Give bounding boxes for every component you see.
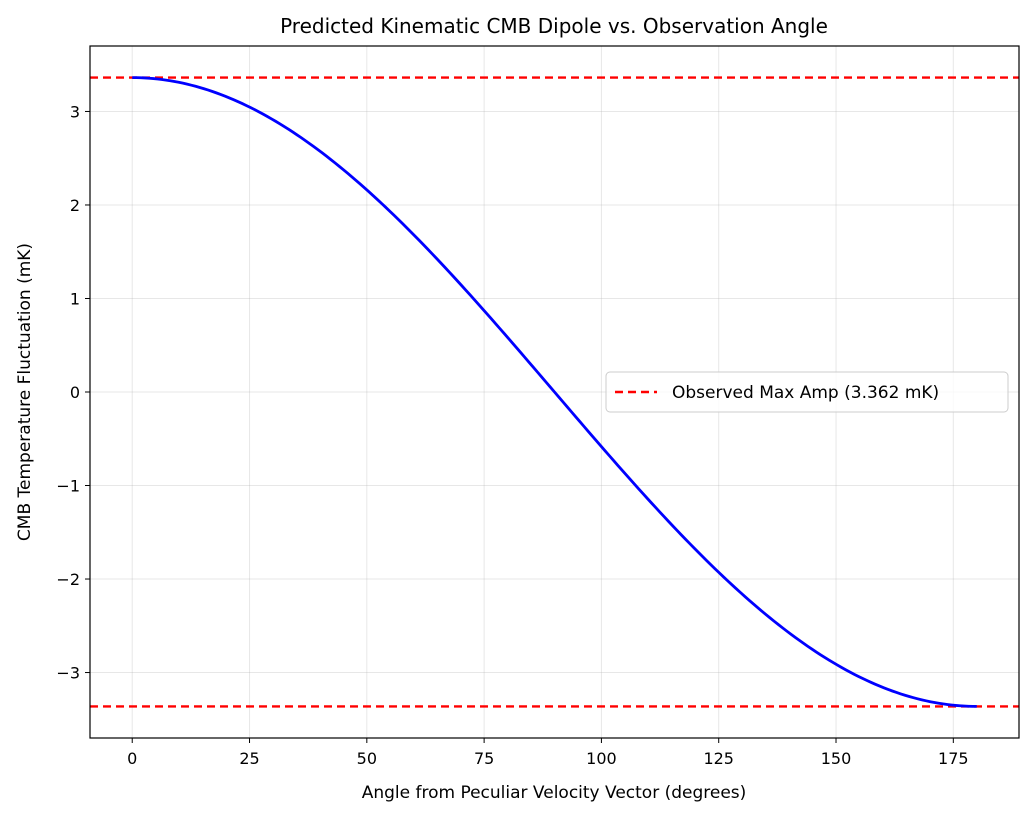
x-tick-label: 25 [239,749,259,768]
y-tick-label: −2 [56,570,80,589]
y-tick-label: 2 [70,196,80,215]
legend-box [605,371,1009,413]
y-axis-ticks: −3 −2 −1 0 1 2 3 [56,102,90,683]
x-tick-label: 50 [357,749,377,768]
y-tick-label: 1 [70,289,80,308]
chart-title: Predicted Kinematic CMB Dipole vs. Obser… [280,14,828,38]
x-tick-label: 125 [703,749,734,768]
y-tick-label: 3 [70,102,80,121]
y-tick-label: −1 [56,477,80,496]
y-tick-label: −3 [56,664,80,683]
x-tick-label: 150 [821,749,852,768]
legend: Observed Max Amp (3.362 mK) [605,371,1009,413]
x-axis-label: Angle from Peculiar Velocity Vector (deg… [362,783,747,803]
legend-label-observed-max: Observed Max Amp (3.362 mK) [672,383,939,403]
x-tick-label: 75 [474,749,494,768]
series-line [132,76,977,708]
x-tick-label: 0 [127,749,137,768]
x-axis-ticks: 0 25 50 75 100 125 150 175 [127,738,969,768]
x-tick-label: 175 [938,749,969,768]
y-axis-label: CMB Temperature Fluctuation (mK) [15,243,35,541]
y-tick-label: 0 [70,383,80,402]
x-tick-label: 100 [586,749,617,768]
reference-lines [90,76,1019,708]
